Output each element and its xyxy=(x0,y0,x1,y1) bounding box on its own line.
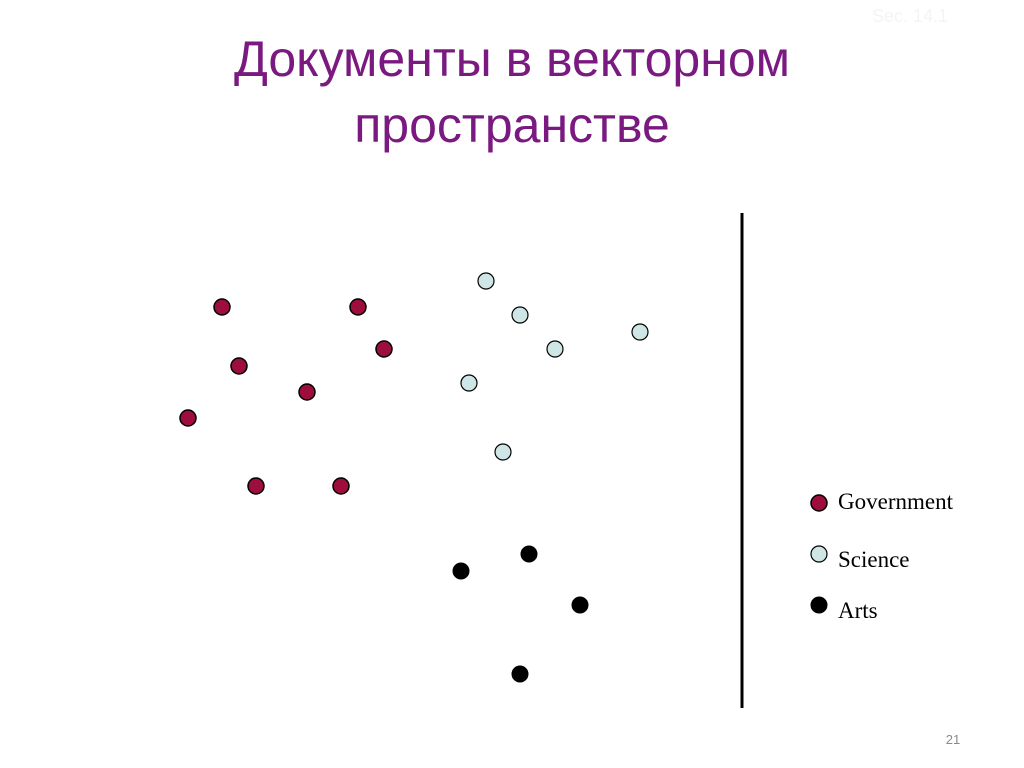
dot xyxy=(511,665,529,683)
dot xyxy=(452,562,470,580)
title-line: пространстве xyxy=(354,97,670,153)
dot xyxy=(571,596,589,614)
dot xyxy=(546,340,564,358)
title-line: Документы в векторном xyxy=(234,31,790,87)
dot xyxy=(179,409,197,427)
government-dots xyxy=(179,298,393,495)
legend-swatch xyxy=(810,545,828,563)
legend-swatch xyxy=(810,494,828,512)
dot xyxy=(477,272,495,290)
dot xyxy=(520,545,538,563)
dot xyxy=(230,357,248,375)
legend-label: Science xyxy=(838,547,910,572)
science-dots xyxy=(460,272,649,461)
section-label: Sec. 14.1 xyxy=(872,6,948,26)
dot xyxy=(247,477,265,495)
dot xyxy=(494,443,512,461)
legend-swatch xyxy=(810,596,828,614)
dot xyxy=(213,298,231,316)
dot xyxy=(511,306,529,324)
dot xyxy=(460,374,478,392)
dot xyxy=(298,383,316,401)
dot xyxy=(375,340,393,358)
arts-dots xyxy=(452,545,589,683)
legend-label: Arts xyxy=(838,598,878,623)
legend-label: Government xyxy=(838,489,954,514)
dot xyxy=(631,323,649,341)
dot xyxy=(332,477,350,495)
dot xyxy=(349,298,367,316)
page-number: 21 xyxy=(946,732,960,747)
